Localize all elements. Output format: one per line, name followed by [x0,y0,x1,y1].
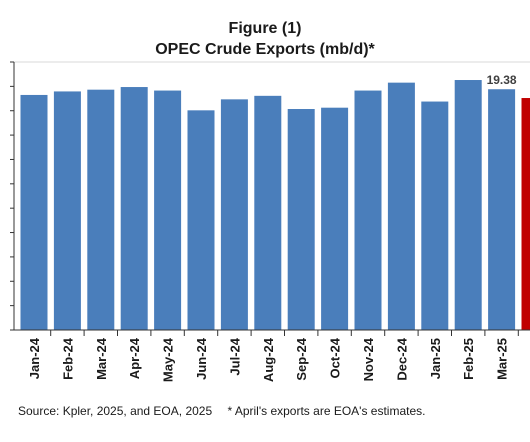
bar-feb-25 [454,80,482,330]
estimate-note: * April's exports are EOA's estimates. [227,404,426,418]
bar-dec-24 [387,82,415,331]
bar-may-24 [154,90,182,331]
bar-mar-25 [488,89,516,330]
bar-sep-24 [287,109,315,331]
x-tick-label: Jan-24 [27,337,42,379]
x-tick-label: Mar-24 [94,337,109,380]
x-tick-label: Jul-24 [227,337,242,375]
source-text: Source: Kpler, 2025, and EOA, 2025 [18,404,213,418]
source-note: Source: Kpler, 2025, and EOA, 2025 * Apr… [18,404,437,418]
bar-jan-24 [20,94,48,330]
chart-title: OPEC Crude Exports (mb/d)* [155,41,375,58]
bar-chart: Jan-24 Feb-24 Mar-24 Apr-24 May-24 Jun-24 Jul-… [10,61,530,382]
x-tick-label: Aug-24 [261,337,276,382]
bar-apr-24 [120,87,148,330]
x-tick-label: Apr-25 [528,338,530,379]
figure-heading: Figure (1) OPEC Crude Exports (mb/d)* [0,18,530,60]
bar-mar-24 [87,89,115,331]
x-tick-label: Nov-24 [361,337,376,381]
bar-jan-25 [421,101,449,330]
x-tick-label: Feb-24 [60,337,75,380]
bar-aug-24 [254,95,282,331]
x-tick-label: Jun-24 [194,337,209,380]
x-tick-label: May-24 [161,337,176,382]
x-tick-label: Mar-25 [495,338,510,380]
bar-apr-25 [521,98,530,330]
bar-feb-24 [53,91,81,330]
data-label: 19.38 [487,73,517,87]
x-tick-label: Oct-24 [328,337,343,378]
bar-jun-24 [187,110,215,330]
x-tick-label: Feb-25 [461,338,476,380]
bar-oct-24 [321,107,349,330]
figure-label: Figure (1) [228,20,302,37]
x-tick-label: Apr-24 [127,337,142,379]
bar-nov-24 [354,90,382,331]
bar-jul-24 [220,99,248,330]
x-tick-label: Dec-24 [394,337,409,380]
x-tick-label: Sep-24 [294,337,309,380]
x-tick-label: Jan-25 [428,338,443,379]
